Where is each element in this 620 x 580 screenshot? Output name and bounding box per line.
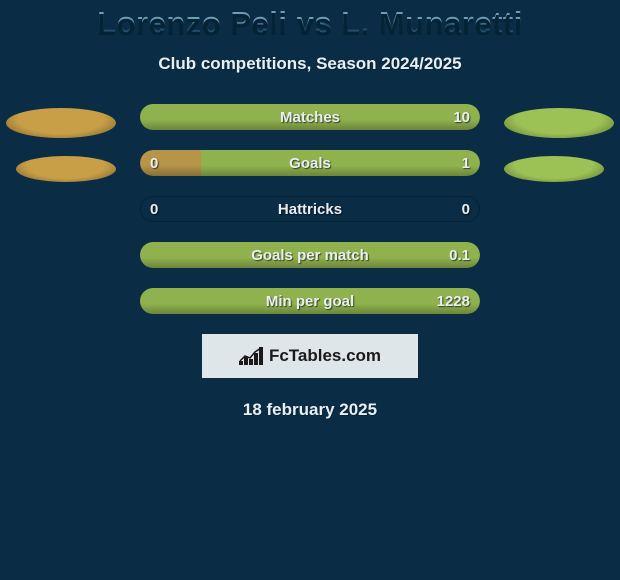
stat-right-value: 1 bbox=[462, 150, 470, 176]
player-right-orb bbox=[504, 108, 614, 138]
fctables-logo: FcTables.com bbox=[202, 334, 418, 378]
stat-right-value: 0.1 bbox=[449, 242, 470, 268]
stat-label: Goals bbox=[140, 150, 480, 176]
player-left-orb bbox=[6, 108, 116, 138]
page-subtitle: Club competitions, Season 2024/2025 bbox=[0, 54, 620, 74]
generation-date: 18 february 2025 bbox=[0, 400, 620, 420]
logo-text: FcTables.com bbox=[269, 346, 381, 366]
stats-area: Matches100Goals10Hattricks0Goals per mat… bbox=[0, 104, 620, 314]
stat-row-goals: 0Goals1 bbox=[140, 150, 480, 176]
bar-chart-icon bbox=[239, 347, 263, 365]
stat-label: Min per goal bbox=[140, 288, 480, 314]
stat-label: Hattricks bbox=[140, 196, 480, 222]
stat-right-value: 0 bbox=[462, 196, 470, 222]
page-title: Lorenzo Peli vs L. Munaretti bbox=[0, 6, 620, 40]
stat-label: Goals per match bbox=[140, 242, 480, 268]
comparison-page: Lorenzo Peli vs L. Munaretti Club compet… bbox=[0, 0, 620, 580]
comparison-rows: Matches100Goals10Hattricks0Goals per mat… bbox=[140, 104, 480, 314]
stat-label: Matches bbox=[140, 104, 480, 130]
stat-row-goals_per_match: Goals per match0.1 bbox=[140, 242, 480, 268]
stat-right-value: 1228 bbox=[437, 288, 470, 314]
player-left-orb-2 bbox=[16, 156, 116, 182]
player-right-orb-2 bbox=[504, 156, 604, 182]
stat-row-matches: Matches10 bbox=[140, 104, 480, 130]
logo-trend-line bbox=[239, 347, 263, 365]
stat-row-min_per_goal: Min per goal1228 bbox=[140, 288, 480, 314]
stat-row-hattricks: 0Hattricks0 bbox=[140, 196, 480, 222]
stat-right-value: 10 bbox=[453, 104, 470, 130]
